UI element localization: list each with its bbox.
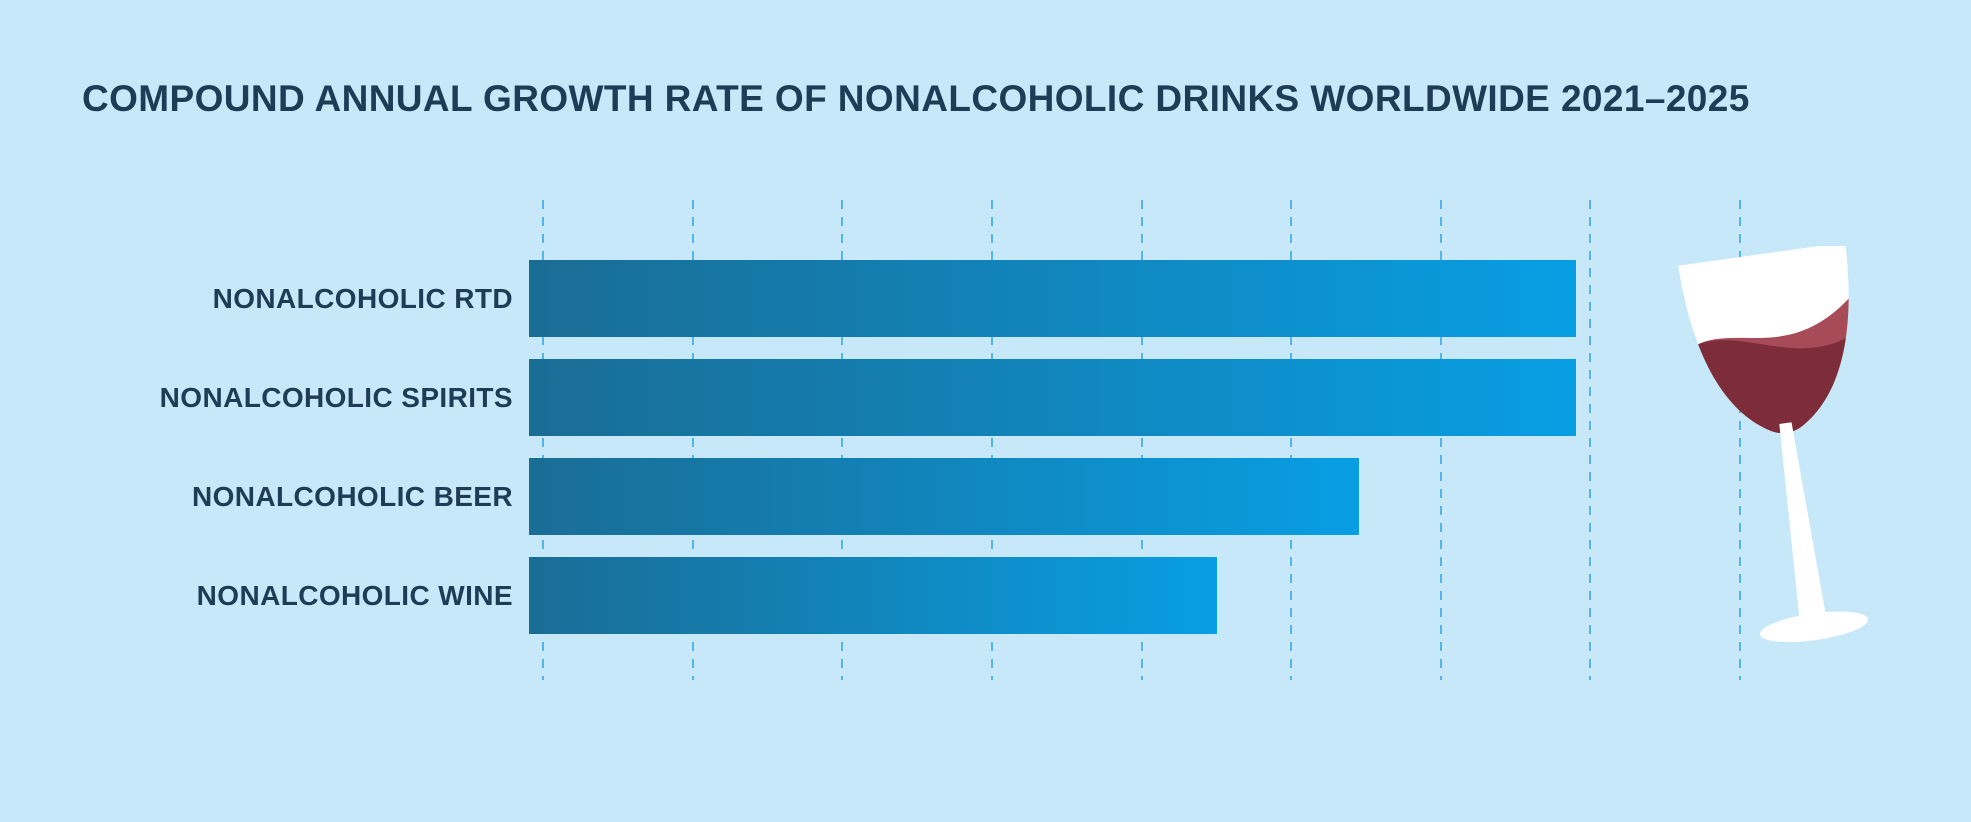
bar-track [529, 260, 1971, 337]
gridline-10 [1290, 200, 1293, 680]
bar-row: NONALCOHOLIC RTD [0, 260, 1971, 337]
bar-track [529, 458, 1971, 535]
chart-title: COMPOUND ANNUAL GROWTH RATE OF NONALCOHO… [82, 78, 1750, 119]
bar-row: NONALCOHOLIC BEER [0, 458, 1971, 535]
gridline-4 [841, 200, 844, 680]
bar-rows: NONALCOHOLIC RTD NONALCOHOLIC SPIRITS NONA… [0, 260, 1971, 656]
bar-track [529, 359, 1971, 436]
bar-nonalcoholic-wine [529, 557, 1218, 634]
gridline-16 [1739, 200, 1741, 680]
bar-track [529, 557, 1971, 634]
glass-foot [1760, 611, 1869, 643]
bar-row: NONALCOHOLIC SPIRITS [0, 359, 1971, 436]
gridline-0 [542, 200, 544, 680]
wine-glass-icon [1672, 246, 1904, 678]
glass-stem [1779, 422, 1827, 621]
category-label: NONALCOHOLIC SPIRITS [159, 381, 513, 413]
bar-row: NONALCOHOLIC WINE [0, 557, 1971, 634]
gridline-8 [1140, 200, 1143, 680]
category-label: NONALCOHOLIC RTD [212, 282, 513, 314]
plot-area: 0%2%4%6%8%10%12%14%16% [542, 200, 1843, 680]
category-label: NONALCOHOLIC WINE [196, 579, 513, 611]
bar-nonalcoholic-rtd [529, 260, 1577, 337]
bar-nonalcoholic-beer [529, 458, 1360, 535]
gridline-6 [990, 200, 993, 680]
category-label: NONALCOHOLIC BEER [191, 480, 513, 512]
gridline-2 [691, 200, 694, 680]
gridline-12 [1439, 200, 1442, 680]
gridline-14 [1589, 200, 1592, 680]
wine-glass-svg [1678, 246, 1871, 643]
bar-nonalcoholic-spirits [529, 359, 1577, 436]
